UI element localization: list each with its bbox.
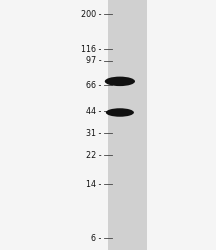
Text: 14 -: 14 - xyxy=(86,180,102,189)
Text: 22 -: 22 - xyxy=(86,151,102,160)
Text: 66 -: 66 - xyxy=(86,80,102,90)
Ellipse shape xyxy=(105,76,135,86)
Ellipse shape xyxy=(106,108,134,117)
Text: 31 -: 31 - xyxy=(86,129,102,138)
Text: 44 -: 44 - xyxy=(86,106,102,116)
Text: 97 -: 97 - xyxy=(86,56,102,65)
Text: 6 -: 6 - xyxy=(91,234,102,243)
Text: 200 -: 200 - xyxy=(81,10,102,19)
Text: 116 -: 116 - xyxy=(81,44,102,54)
Bar xyxy=(108,0,147,250)
